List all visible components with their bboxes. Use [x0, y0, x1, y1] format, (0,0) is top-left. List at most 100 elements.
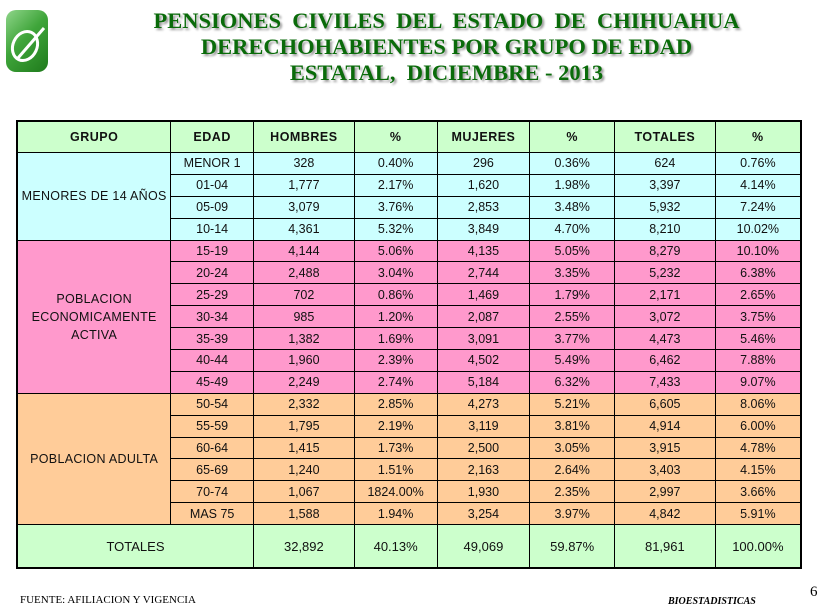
table-cell: 2,332 — [253, 392, 355, 416]
table-cell: 4,914 — [614, 414, 716, 438]
table-cell: 3,254 — [436, 502, 531, 526]
column-header: % — [714, 120, 802, 153]
table-cell: 1,588 — [253, 502, 355, 526]
table-row: POBLACION ADULTA 50-54 2,332 2.85% 4,273 5.21… — [16, 392, 802, 526]
table-cell: 4.78% — [714, 436, 802, 460]
title-line-2: DERECHOHABIENTES POR GRUPO DE EDAD — [200, 34, 693, 59]
title-line-1: PENSIONES CIVILES DEL ESTADO DE CHIHUAHU… — [153, 8, 740, 33]
table-cell: 5.91% — [714, 502, 802, 526]
department-label: BIOESTADISTICAS — [668, 596, 756, 607]
table-cell: 30-34 — [170, 305, 254, 329]
table-cell: 01-04 — [170, 173, 254, 197]
table-cell: 60-64 — [170, 436, 254, 460]
table-cell: 2.55% — [529, 305, 616, 329]
table-cell: 3.05% — [529, 436, 616, 460]
totals-cell: 49,069 — [436, 524, 531, 569]
table-row: 01-04 1,777 2.17% 1,620 1.98% 3,397 4.14% — [17, 173, 802, 197]
title-line-3: ESTATAL, DICIEMBRE - 2013 — [289, 60, 604, 85]
table-cell: 3,849 — [436, 217, 531, 241]
table-cell: 2.85% — [353, 392, 438, 416]
table-cell: 1,930 — [436, 480, 531, 504]
table-cell: 1.98% — [529, 173, 616, 197]
table-cell: 2.35% — [529, 480, 616, 504]
group-label: POBLACION ECONOMICAMENTE ACTIVA — [16, 239, 172, 394]
table-cell: 45-49 — [170, 370, 254, 394]
table-cell: 3,915 — [614, 436, 716, 460]
table-cell: 7.88% — [714, 349, 802, 372]
table-cell: 7.24% — [714, 195, 802, 219]
table-cell: 2,488 — [253, 261, 355, 285]
table-cell: 1.94% — [353, 502, 438, 526]
table-cell: 3.77% — [529, 327, 616, 351]
table-cell: 4.15% — [714, 458, 802, 482]
table-cell: 10.10% — [714, 239, 802, 263]
table-cell: 1.51% — [353, 458, 438, 482]
table-cell: 6.38% — [714, 261, 802, 285]
table-cell: 3.04% — [353, 261, 438, 285]
table-cell: 55-59 — [170, 414, 254, 438]
table-cell: 0.40% — [353, 152, 438, 175]
table-cell: 3,397 — [614, 173, 716, 197]
table-cell: 5.32% — [353, 217, 438, 241]
column-header: % — [353, 120, 438, 153]
table-cell: 2,500 — [436, 436, 531, 460]
totals-cell: 40.13% — [353, 524, 438, 569]
table-row: 20-24 2,488 3.04% 2,744 3.35% 5,232 6.38% — [17, 261, 802, 285]
institution-logo — [6, 10, 48, 72]
table-cell: 3.66% — [714, 480, 802, 504]
table-cell: 2.19% — [353, 414, 438, 438]
table-cell: 5.21% — [529, 392, 616, 416]
table-cell: 2,997 — [614, 480, 716, 504]
table-row: 35-39 1,382 1.69% 3,091 3.77% 4,473 5.46% — [17, 327, 802, 351]
table-cell: 8.06% — [714, 392, 802, 416]
table-cell: 2,087 — [436, 305, 531, 329]
column-header: MUJERES — [436, 120, 531, 153]
table-cell: 3.48% — [529, 195, 616, 219]
table-cell: 3.35% — [529, 261, 616, 285]
table-cell: 0.86% — [353, 283, 438, 307]
table-cell: MAS 75 — [170, 502, 254, 526]
table-cell: 5,932 — [614, 195, 716, 219]
table-cell: 4,842 — [614, 502, 716, 526]
table-cell: 1,777 — [253, 173, 355, 197]
table-row: 30-34 985 1.20% 2,087 2.55% 3,072 3.75% — [17, 305, 802, 329]
table-row: 10-14 4,361 5.32% 3,849 4.70% 8,210 10.02% — [17, 217, 802, 241]
group-label: MENORES DE 14 AÑOS — [16, 152, 172, 241]
table-row: 40-44 1,960 2.39% 4,502 5.49% 6,462 7.88% — [17, 349, 802, 372]
table-cell: 3.76% — [353, 195, 438, 219]
table-cell: 10-14 — [170, 217, 254, 241]
table-cell: 5,232 — [614, 261, 716, 285]
table-cell: 5,184 — [436, 370, 531, 394]
table-cell: 9.07% — [714, 370, 802, 394]
table-cell: 3,119 — [436, 414, 531, 438]
table-cell: 0.36% — [529, 152, 616, 175]
table-cell: 3,091 — [436, 327, 531, 351]
column-header: GRUPO — [16, 120, 172, 153]
table-cell: 6,605 — [614, 392, 716, 416]
source-note: FUENTE: AFILIACION Y VIGENCIA — [20, 594, 196, 606]
table-cell: 2,249 — [253, 370, 355, 394]
table-cell: 1824.00% — [353, 480, 438, 504]
page-number: 6 — [810, 584, 818, 600]
table-cell: 2,744 — [436, 261, 531, 285]
group-label: POBLACION ADULTA — [16, 392, 172, 526]
table-row: 05-09 3,079 3.76% 2,853 3.48% 5,932 7.24% — [17, 195, 802, 219]
table-cell: 7,433 — [614, 370, 716, 394]
table-cell: 4.14% — [714, 173, 802, 197]
table-cell: 8,210 — [614, 217, 716, 241]
table-cell: 2.65% — [714, 283, 802, 307]
table-cell: 4,361 — [253, 217, 355, 241]
table-cell: 1.73% — [353, 436, 438, 460]
table-cell: 985 — [253, 305, 355, 329]
column-header: EDAD — [170, 120, 254, 153]
totals-cell: 59.87% — [529, 524, 616, 569]
table-cell: 328 — [253, 152, 355, 175]
table-row: MENORES DE 14 AÑOS MENOR 1 328 0.40% 296 0.36… — [16, 152, 802, 241]
table-cell: 3.81% — [529, 414, 616, 438]
totals-label: TOTALES — [16, 524, 254, 569]
table-cell: 4,473 — [614, 327, 716, 351]
table-row: 70-74 1,067 1824.00% 1,930 2.35% 2,997 3.66% — [17, 480, 802, 504]
table-cell: 05-09 — [170, 195, 254, 219]
table-cell: 296 — [436, 152, 531, 175]
totals-cell: 100.00% — [714, 524, 802, 569]
